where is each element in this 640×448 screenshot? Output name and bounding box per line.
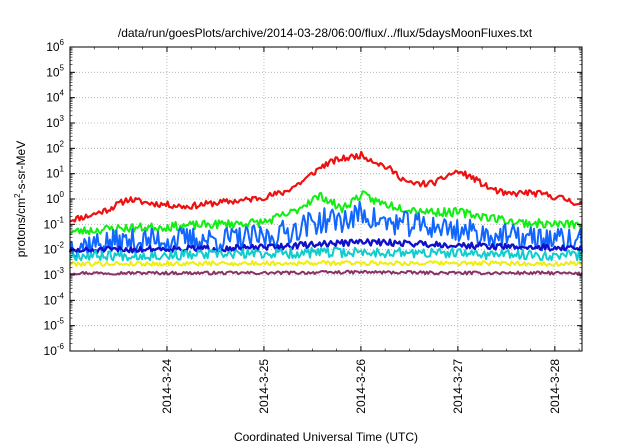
- series-line-4: [69, 246, 583, 262]
- series-line-1: [69, 190, 583, 236]
- x-tick-label: 2014-3-26: [354, 359, 368, 414]
- plot-area: [68, 150, 583, 277]
- series-line-6: [69, 269, 583, 277]
- x-tick-label: 2014-3-27: [451, 359, 465, 414]
- series-line-5: [69, 259, 583, 267]
- y-tick-label: 10-1: [44, 215, 65, 231]
- y-tick-label: 10-2: [44, 241, 65, 257]
- y-tick-label: 102: [46, 139, 64, 155]
- y-tick-label: 101: [46, 165, 64, 181]
- y-tick-label: 103: [46, 114, 64, 130]
- y-tick-label: 10-6: [44, 342, 65, 358]
- y-tick-label: 106: [46, 38, 64, 54]
- x-tick-label: 2014-3-28: [548, 359, 562, 414]
- y-tick-label: 105: [46, 63, 64, 79]
- x-tick-label: 2014-3-25: [257, 359, 271, 414]
- series-line-0: [69, 150, 583, 223]
- y-tick-label: 10-4: [44, 291, 65, 307]
- x-tick-label: 2014-3-24: [160, 359, 174, 414]
- y-axis-label: protons/cm2-s-sr-MeV: [13, 141, 28, 257]
- y-tick-label: 10-5: [44, 317, 65, 333]
- y-tick-label: 10-3: [44, 266, 65, 282]
- y-axis: 10-6 10-5 10-4 10-3 10-2 10-1 100 101 102 103 104 1…: [44, 38, 582, 358]
- x-axis-label: Coordinated Universal Time (UTC): [234, 430, 418, 444]
- series-line-2: [69, 200, 583, 258]
- series-line-3: [68, 238, 583, 254]
- x-axis: 2014-3-24 2014-3-25 2014-3-26 2014-3-27 2014…: [93, 47, 580, 414]
- y-tick-label: 100: [46, 190, 64, 206]
- chart-title: /data/run/goesPlots/archive/2014-03-28/0…: [118, 26, 533, 40]
- y-tick-label: 104: [46, 89, 64, 105]
